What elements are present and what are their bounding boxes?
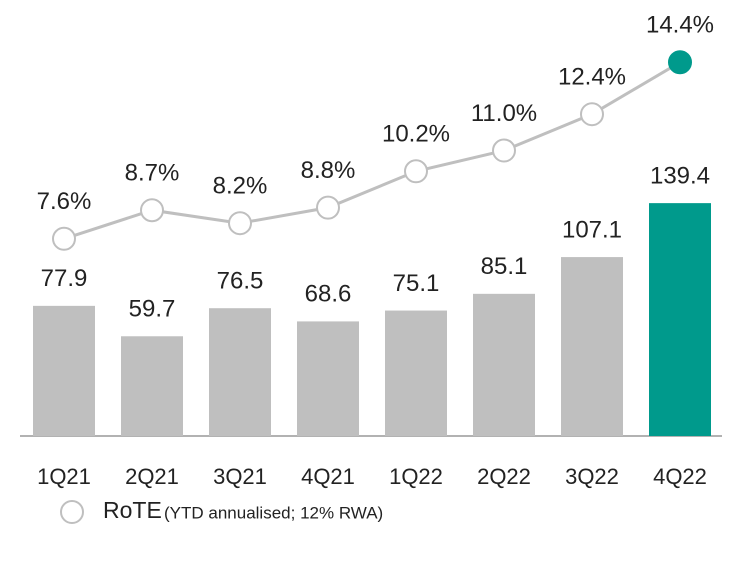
bar-value-label: 107.1 xyxy=(562,216,622,243)
line-value-label: 11.0% xyxy=(471,100,537,127)
bar-value-label: 85.1 xyxy=(481,253,528,280)
line-marker xyxy=(228,211,252,236)
bar xyxy=(649,203,711,436)
bar xyxy=(385,310,447,436)
x-tick-label: 2Q21 xyxy=(125,464,179,489)
line-value-label: 12.4% xyxy=(558,64,626,91)
line-value-label: 10.2% xyxy=(382,121,450,148)
legend-marker xyxy=(60,500,84,524)
line-marker xyxy=(140,198,164,223)
x-tick-label: 1Q21 xyxy=(37,464,91,489)
bar-value-label: 139.4 xyxy=(650,162,710,189)
line-marker xyxy=(404,159,428,184)
line-value-label: 8.8% xyxy=(301,157,356,184)
x-tick-label: 2Q22 xyxy=(477,464,531,489)
bar-value-label: 59.7 xyxy=(129,296,176,323)
line-value-label: 7.6% xyxy=(37,188,92,215)
bar-value-label: 68.6 xyxy=(305,281,352,308)
bar-value-label: 75.1 xyxy=(393,270,440,297)
bar xyxy=(33,305,95,436)
line-marker xyxy=(52,226,76,251)
bar xyxy=(297,321,359,436)
bar xyxy=(209,308,271,436)
line-marker xyxy=(316,195,340,220)
bar xyxy=(121,336,183,436)
x-tick-label: 3Q22 xyxy=(565,464,619,489)
bar xyxy=(561,257,623,436)
x-tick-label: 4Q22 xyxy=(653,464,707,489)
line-value-label: 8.2% xyxy=(213,173,268,200)
bar-value-label: 76.5 xyxy=(217,268,264,295)
x-tick-label: 1Q22 xyxy=(389,464,443,489)
legend-label: RoTE xyxy=(103,497,162,523)
bar xyxy=(473,293,535,436)
line-value-label: 8.7% xyxy=(125,160,180,187)
line-marker xyxy=(580,102,604,127)
x-tick-label: 3Q21 xyxy=(213,464,267,489)
bar-value-label: 77.9 xyxy=(41,265,88,292)
line-value-label: 14.4% xyxy=(646,12,714,39)
legend-detail: (YTD annualised; 12% RWA) xyxy=(164,503,383,522)
x-tick-label: 4Q21 xyxy=(301,464,355,489)
line-marker xyxy=(492,138,516,163)
line xyxy=(63,60,681,241)
line-marker xyxy=(668,50,692,75)
